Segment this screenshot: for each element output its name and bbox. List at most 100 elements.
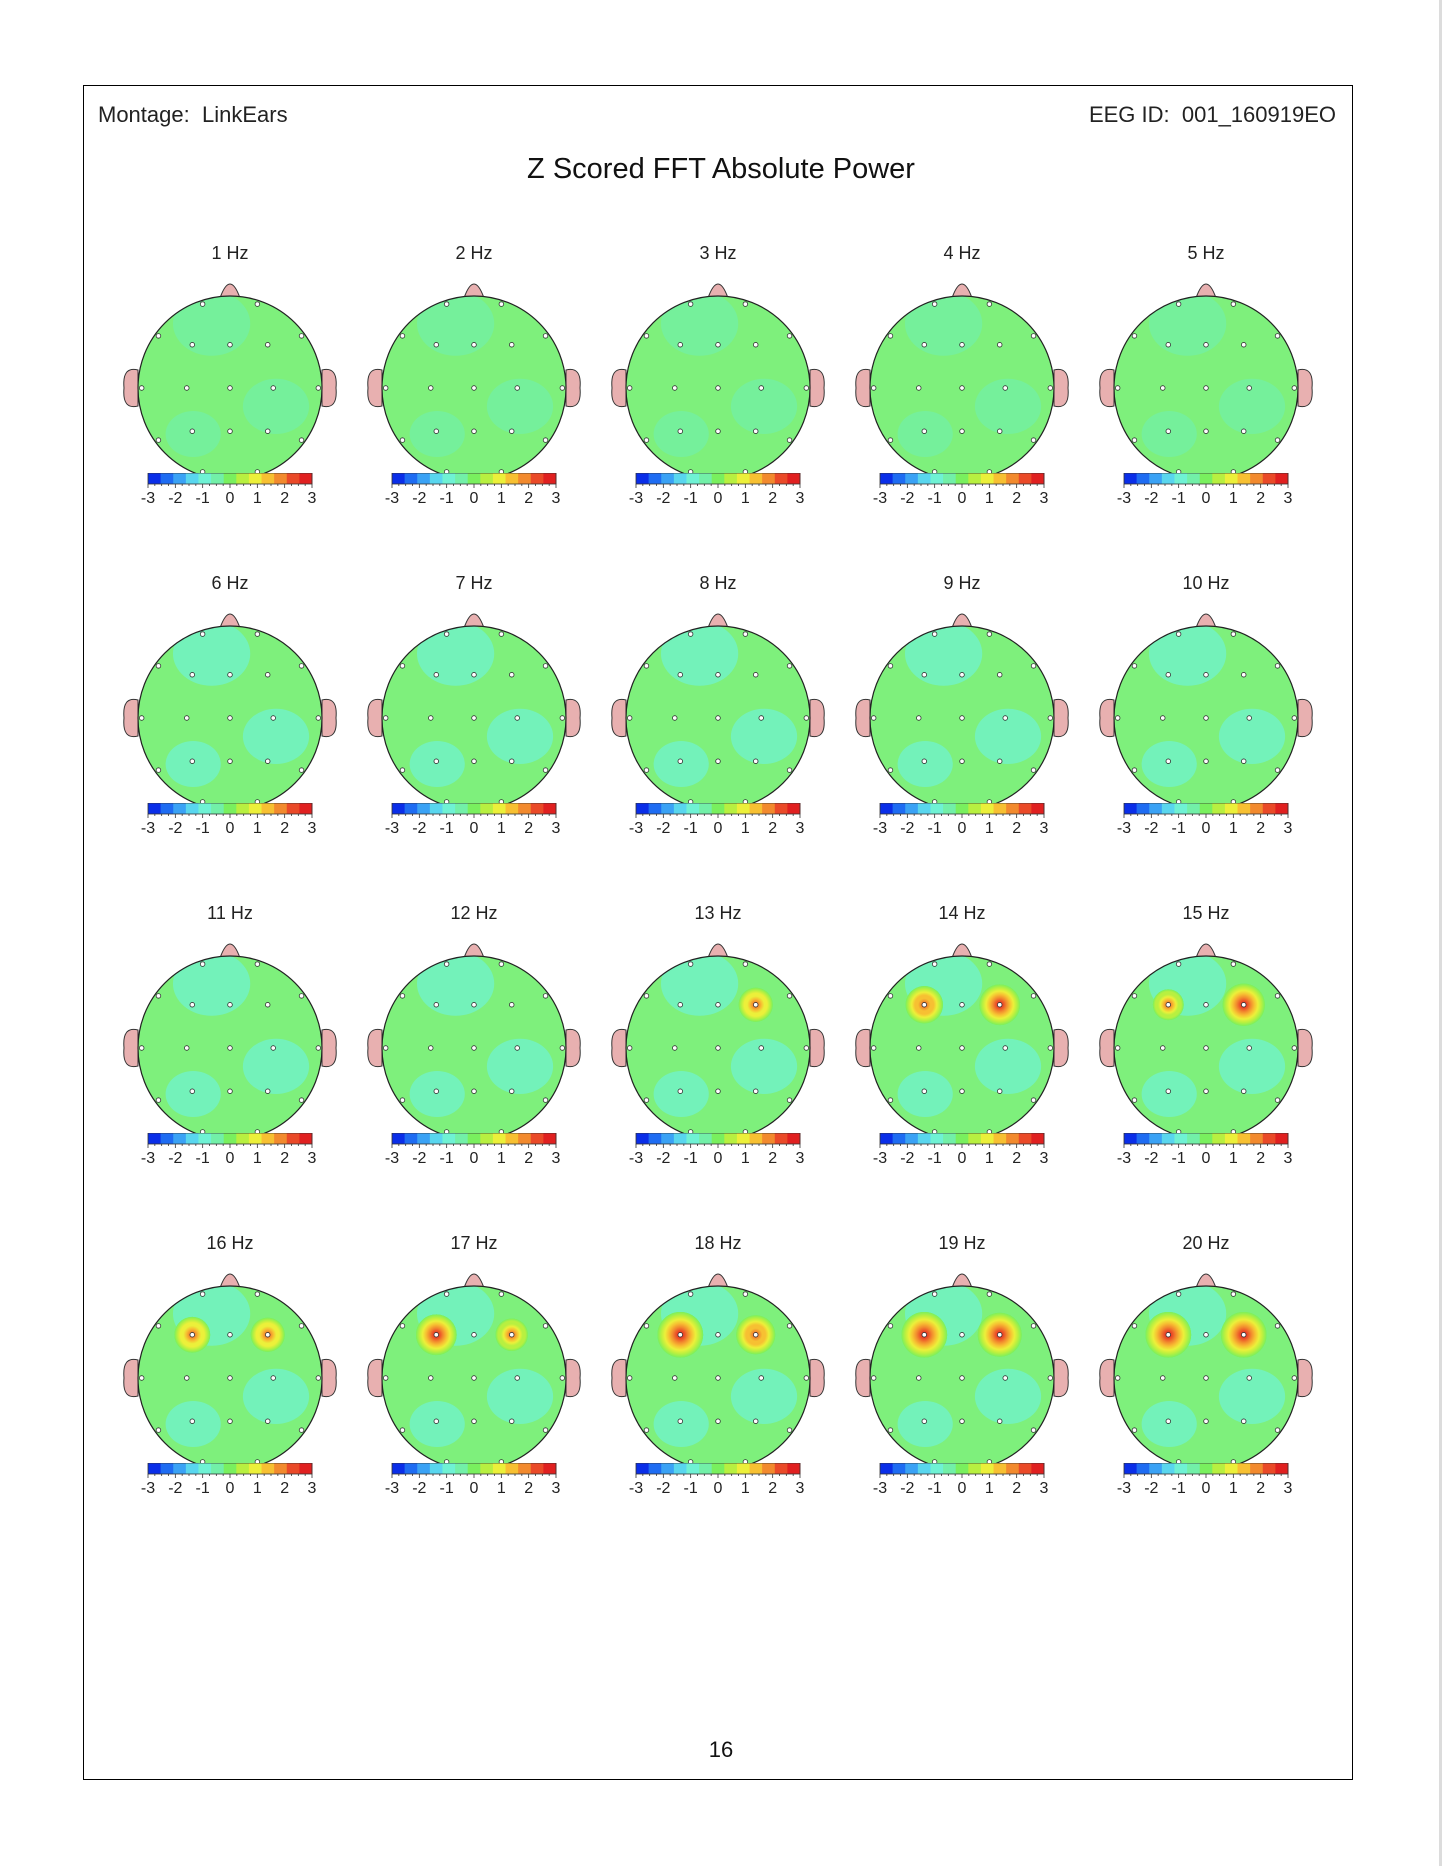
topomap-panel: 3 Hz -3 -2 -1 0 1 2 3 bbox=[596, 243, 840, 543]
electrode-marker bbox=[298, 1323, 305, 1329]
colorbar: -3 -2 -1 0 1 2 3 bbox=[629, 803, 805, 837]
z-region bbox=[904, 296, 983, 356]
electrode-marker bbox=[471, 672, 477, 678]
colorbar-swatch bbox=[749, 1463, 763, 1474]
electrode-marker bbox=[382, 1375, 389, 1381]
z-region bbox=[486, 1038, 554, 1094]
colorbar-tick-label: -3 bbox=[141, 1480, 155, 1497]
colorbar-swatch bbox=[1237, 803, 1251, 814]
left-ear-marker bbox=[367, 1028, 383, 1068]
colorbar-tick-label: 2 bbox=[280, 1150, 289, 1167]
colorbar-swatch bbox=[286, 473, 300, 484]
electrode-marker bbox=[931, 961, 938, 967]
colorbar-swatch bbox=[392, 1463, 406, 1474]
colorbar-swatch bbox=[1224, 1463, 1239, 1474]
colorbar-swatch bbox=[1031, 1133, 1045, 1144]
colorbar-tick-label: -1 bbox=[196, 820, 210, 837]
electrode-marker bbox=[399, 333, 406, 339]
electrode-marker bbox=[189, 342, 195, 348]
electrode-marker bbox=[1131, 1097, 1138, 1103]
colorbar-tick-label: -1 bbox=[440, 1480, 454, 1497]
left-ear-marker bbox=[611, 1028, 627, 1068]
right-ear-marker bbox=[1297, 368, 1313, 408]
colorbar-swatch bbox=[543, 1463, 557, 1474]
colorbar-swatch bbox=[404, 473, 418, 484]
electrode-marker bbox=[433, 1088, 439, 1094]
colorbar-swatch bbox=[261, 1463, 275, 1474]
page-number: 16 bbox=[708, 1737, 734, 1762]
right-ear-marker bbox=[1297, 1028, 1313, 1068]
colorbar-tick-label: 2 bbox=[280, 1480, 289, 1497]
electrode-marker bbox=[1291, 715, 1298, 721]
electrode-marker bbox=[959, 428, 965, 434]
colorbar-swatch bbox=[905, 473, 919, 484]
colorbar-swatch bbox=[943, 1463, 957, 1474]
topomap-panel: 9 Hz -3 -2 -1 0 1 2 3 bbox=[840, 573, 1084, 873]
colorbar-tick-label: -2 bbox=[900, 1480, 914, 1497]
colorbar-tick-label: 2 bbox=[524, 1480, 533, 1497]
colorbar-tick-label: 0 bbox=[470, 490, 479, 507]
colorbar-swatch bbox=[1250, 1133, 1264, 1144]
topomap-head bbox=[1099, 943, 1313, 1135]
electrode-marker bbox=[870, 715, 877, 721]
colorbar-swatch bbox=[1224, 803, 1239, 814]
colorbar-swatch bbox=[392, 1133, 406, 1144]
colorbar-swatch bbox=[980, 1463, 995, 1474]
colorbar-swatch bbox=[648, 803, 662, 814]
head-outline bbox=[869, 625, 1055, 805]
electrode-marker bbox=[298, 333, 305, 339]
z-region bbox=[242, 708, 310, 764]
electrode-marker bbox=[227, 1375, 233, 1381]
colorbar-tick-label: 0 bbox=[958, 1480, 967, 1497]
colorbar-tick-label: -3 bbox=[629, 490, 643, 507]
colorbar-swatch bbox=[211, 1133, 225, 1144]
electrode-marker bbox=[315, 715, 322, 721]
colorbar-tick-label: 1 bbox=[253, 1150, 262, 1167]
electrode-marker bbox=[227, 672, 233, 678]
colorbar-swatch bbox=[236, 1463, 250, 1474]
colorbar-swatch bbox=[1006, 473, 1020, 484]
electrode-marker bbox=[997, 1088, 1003, 1094]
eeg-id-value: 001_160919EO bbox=[1181, 102, 1336, 127]
electrode-marker bbox=[298, 993, 305, 999]
electrode-marker bbox=[1241, 1002, 1247, 1008]
electrode-marker bbox=[227, 385, 233, 391]
electrode-marker bbox=[959, 1418, 965, 1424]
colorbar-swatch bbox=[661, 1133, 675, 1144]
colorbar-swatch bbox=[1031, 803, 1045, 814]
electrode-marker bbox=[1246, 715, 1252, 721]
colorbar-swatch bbox=[198, 1133, 212, 1144]
electrode-marker bbox=[643, 993, 650, 999]
right-ear-marker bbox=[565, 1358, 581, 1398]
colorbar-tick-label: 3 bbox=[552, 1480, 561, 1497]
z-region bbox=[660, 296, 739, 356]
head-outline bbox=[625, 295, 811, 475]
electrode-marker bbox=[254, 301, 261, 307]
colorbar-tick-label: 0 bbox=[1202, 490, 1211, 507]
colorbar-swatch bbox=[787, 1133, 801, 1144]
electrode-marker bbox=[509, 342, 515, 348]
colorbar-swatch bbox=[173, 1133, 187, 1144]
electrode-marker bbox=[1002, 715, 1008, 721]
colorbar-swatch bbox=[1275, 1463, 1289, 1474]
colorbar-tick-label: -1 bbox=[684, 1480, 698, 1497]
electrode-marker bbox=[1274, 767, 1281, 773]
colorbar-tick-label: 2 bbox=[524, 820, 533, 837]
electrode-marker bbox=[921, 758, 927, 764]
colorbar-swatch bbox=[880, 1133, 894, 1144]
z-region bbox=[653, 1401, 709, 1447]
right-ear-marker bbox=[1053, 698, 1069, 738]
electrode-marker bbox=[1203, 1088, 1209, 1094]
scrollbar-edge[interactable] bbox=[1439, 0, 1442, 1866]
colorbar-swatch bbox=[404, 1133, 418, 1144]
colorbar-swatch bbox=[1031, 473, 1045, 484]
colorbar-tick-label: 2 bbox=[524, 1150, 533, 1167]
colorbar-tick-label: 3 bbox=[308, 1480, 317, 1497]
colorbar-tick-label: 1 bbox=[985, 820, 994, 837]
colorbar-tick-label: -2 bbox=[656, 820, 670, 837]
electrode-marker bbox=[916, 715, 922, 721]
colorbar-tick-label: -1 bbox=[684, 820, 698, 837]
z-region bbox=[1141, 1071, 1197, 1117]
electrode-marker bbox=[786, 333, 793, 339]
colorbar-swatch bbox=[1161, 473, 1175, 484]
